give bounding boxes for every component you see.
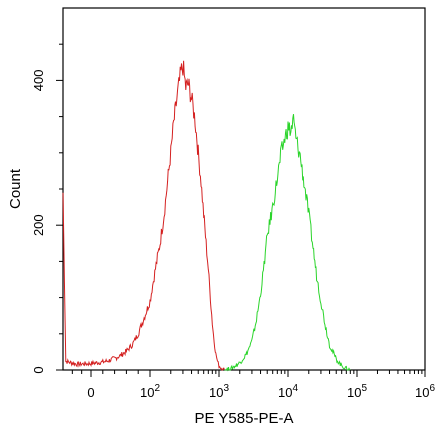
x-tick-label: 106 <box>415 383 435 400</box>
x-tick-label: 0 <box>87 385 94 400</box>
y-axis-label: Count <box>7 168 24 209</box>
y-axis-ticks: 0 200 400 <box>31 43 63 374</box>
x-tick-label: 102 <box>140 383 160 400</box>
x-axis-label: PE Y585-PE-A <box>195 410 294 427</box>
histogram-series-2 <box>224 114 351 372</box>
histogram-series-1 <box>62 60 225 371</box>
x-tick-label: 103 <box>209 383 229 400</box>
series-layer <box>62 60 351 372</box>
plot-frame <box>62 7 426 371</box>
y-tick-label: 400 <box>31 70 46 92</box>
x-tick-label: 104 <box>278 383 298 400</box>
x-tick-label: 105 <box>347 383 367 400</box>
y-tick-label: 0 <box>31 366 46 373</box>
y-tick-label: 200 <box>31 214 46 236</box>
x-axis-ticks: 0 102 103 104 105 106 <box>71 370 435 400</box>
